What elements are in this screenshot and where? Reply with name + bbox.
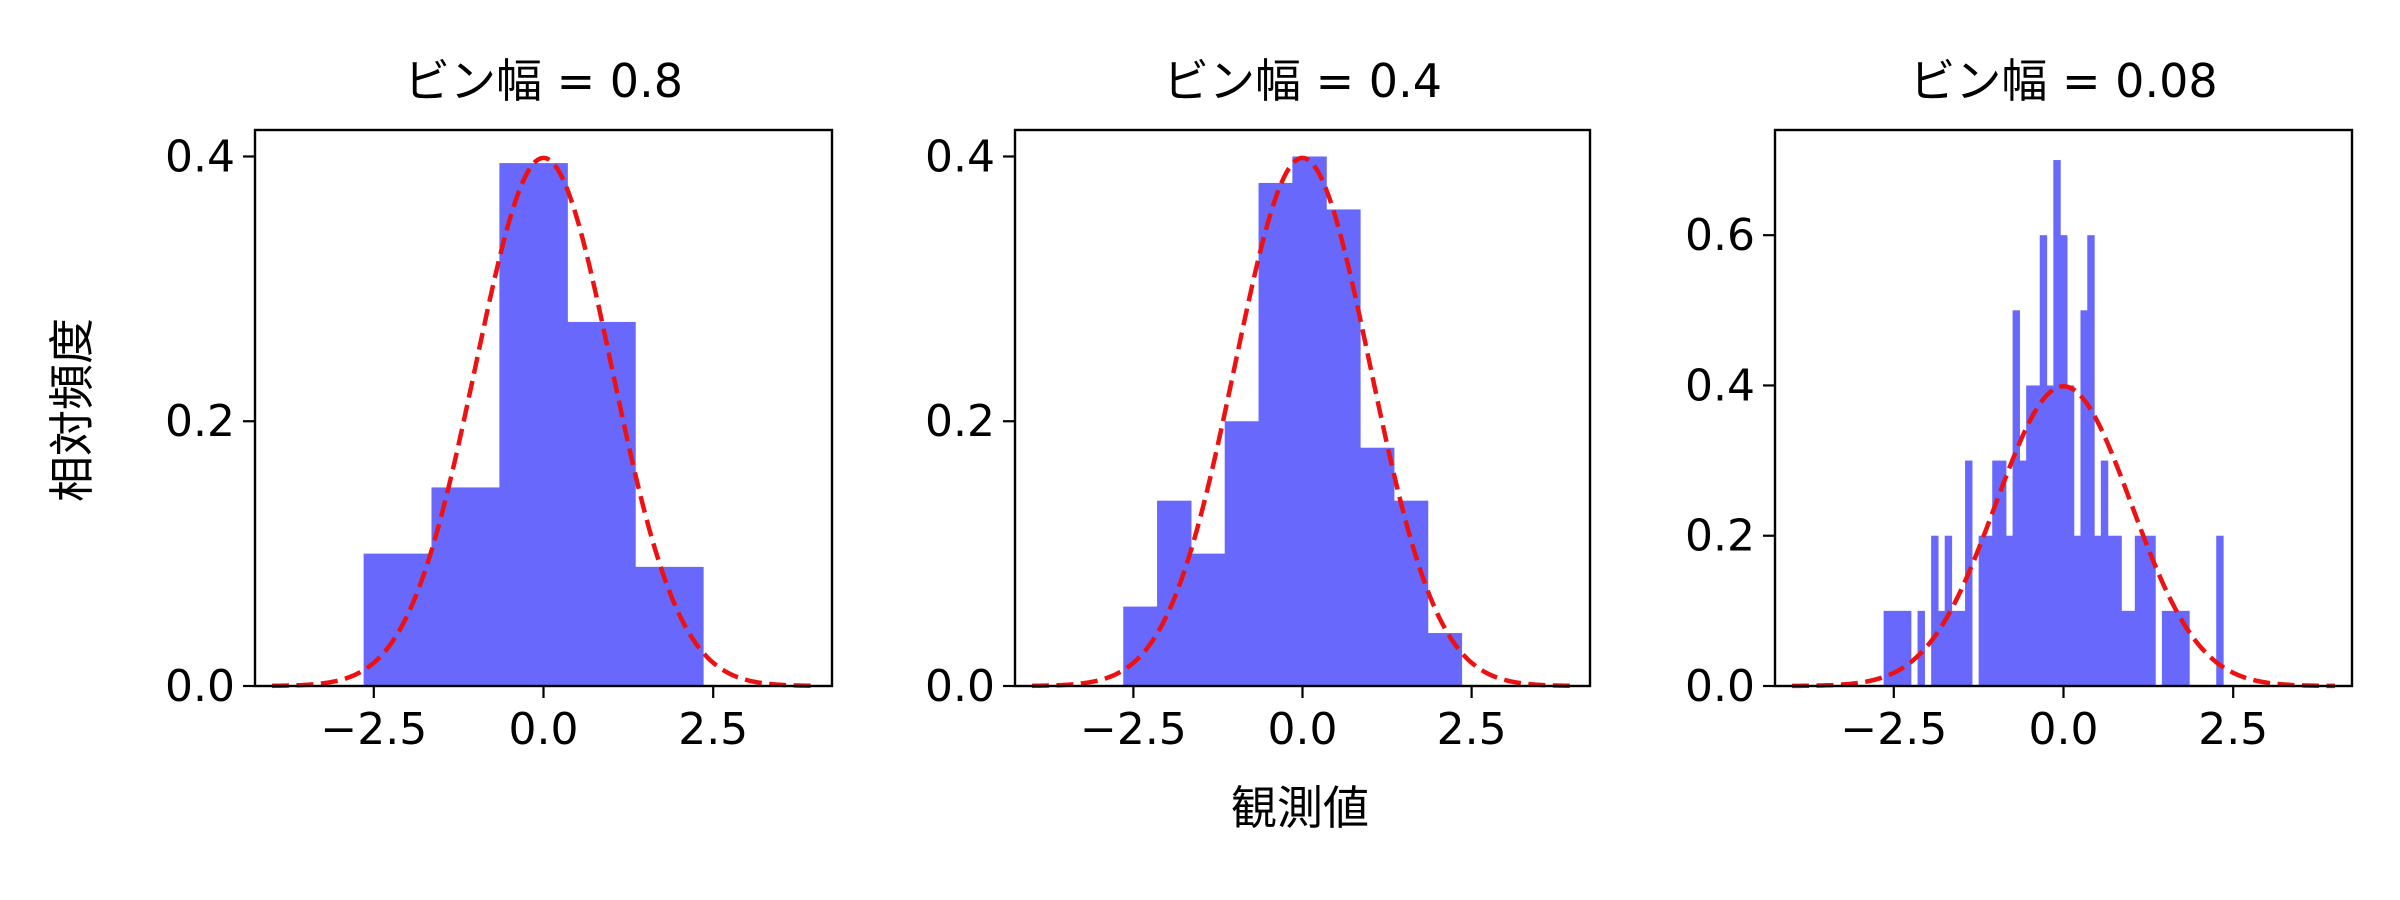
histogram-bar — [1393, 500, 1429, 686]
histogram-bar — [2087, 235, 2095, 686]
y-tick-label: 0.4 — [925, 131, 995, 182]
histogram-bar — [1999, 460, 2007, 686]
histogram-bar — [1360, 447, 1395, 686]
histogram-bar — [1326, 209, 1361, 686]
histogram-bar — [2012, 310, 2020, 686]
histogram-bar — [2114, 535, 2122, 686]
x-tick-label: −2.5 — [1080, 704, 1187, 755]
histogram-bar — [1224, 421, 1260, 686]
x-tick-label: 2.5 — [2198, 704, 2268, 755]
histogram-bar — [2216, 535, 2224, 686]
histogram-bar — [2161, 610, 2170, 686]
chart-panel-2: −2.5 0.0 2.5 0.0 0.2 0.4 ビン幅 = 0.4 — [925, 54, 1592, 755]
histogram-bar — [1292, 156, 1327, 687]
histogram-bar — [2032, 385, 2041, 686]
histogram-bar — [2019, 460, 2027, 686]
histogram-bar — [635, 566, 704, 686]
x-tick-label: 2.5 — [678, 704, 748, 755]
figure-xlabel: 観測値 — [1231, 781, 1369, 835]
histogram-bar — [2080, 310, 2088, 686]
histogram-bar — [1890, 610, 1898, 686]
histogram-bar — [1978, 535, 1987, 686]
y-tick-label: 0.2 — [165, 396, 235, 447]
y-tick-label: 0.0 — [1685, 661, 1755, 712]
histogram-bar — [1258, 182, 1293, 686]
histogram-bar — [2148, 535, 2156, 686]
histogram-bar — [1931, 535, 1939, 686]
histogram-bar — [1123, 606, 1158, 686]
histogram-bar — [2100, 460, 2109, 686]
histogram-bar — [2066, 385, 2075, 686]
x-tick-label: 0.0 — [1268, 704, 1338, 755]
normal-pdf-curve — [271, 155, 816, 689]
x-tick-label: 0.0 — [509, 704, 579, 755]
x-tick-label: −2.5 — [1840, 704, 1947, 755]
histogram-bar — [2053, 160, 2061, 687]
histogram-bar — [2141, 535, 2149, 686]
histogram-bar — [2127, 610, 2136, 686]
chart-title: ビン幅 = 0.08 — [1909, 54, 2217, 108]
histogram-bar — [2039, 235, 2048, 686]
x-tick-label: −2.5 — [320, 704, 427, 755]
histogram-bar — [2005, 535, 2014, 686]
histogram-bar — [1992, 460, 2000, 686]
figure-ylabel: 相対頻度 — [45, 318, 99, 502]
histogram-bar — [1937, 610, 1946, 686]
histogram-bar — [1903, 610, 1912, 686]
y-tick-label: 0.2 — [1685, 511, 1755, 562]
chart-panel-3: −2.5 0.0 2.5 0.0 0.2 0.4 0.6 ビン幅 = 0.08 — [1685, 54, 2354, 755]
histogram-bar — [567, 321, 636, 686]
y-tick-label: 0.0 — [165, 661, 235, 712]
histogram-bar — [2046, 385, 2054, 686]
x-tick-label: 2.5 — [1437, 704, 1507, 755]
histogram-bar — [1897, 610, 1905, 686]
histogram-bar — [2175, 610, 2183, 686]
y-tick-label: 0.4 — [165, 131, 235, 182]
histogram-bars — [363, 163, 704, 687]
histogram-bar — [1883, 610, 1891, 686]
histogram-bar — [2168, 610, 2177, 686]
chart-title: ビン幅 = 0.4 — [1163, 54, 1442, 108]
normal-pdf-curve — [1791, 383, 2336, 689]
histogram-bar — [1951, 610, 1959, 686]
histogram-bar — [1190, 553, 1226, 686]
histogram-bar — [2182, 610, 2190, 686]
histogram-bar — [431, 487, 500, 686]
normal-pdf-curve — [1031, 155, 1574, 689]
chart-title: ビン幅 = 0.8 — [404, 54, 683, 108]
histogram-bar — [1985, 535, 1993, 686]
histogram-bar — [1427, 633, 1463, 686]
histogram-bar — [2060, 235, 2068, 686]
y-tick-label: 0.6 — [1685, 210, 1755, 261]
histogram-bar — [2121, 610, 2129, 686]
histogram-bar — [1917, 610, 1925, 686]
histogram-bar — [2026, 385, 2034, 686]
histogram-bars — [1123, 156, 1463, 687]
histogram-bar — [2073, 535, 2082, 686]
histogram-bar — [2134, 535, 2143, 686]
chart-panel-1: −2.5 0.0 2.5 0.0 0.2 0.4 ビン幅 = 0.8 — [165, 54, 834, 755]
histogram-bar — [1958, 610, 1966, 686]
histogram-bar — [2107, 535, 2116, 686]
y-tick-label: 0.2 — [925, 396, 995, 447]
x-tick-label: 0.0 — [2029, 704, 2099, 755]
y-tick-label: 0.4 — [1685, 360, 1755, 411]
y-tick-label: 0.0 — [925, 661, 995, 712]
histogram-bar — [2094, 535, 2102, 686]
histogram-bar — [499, 163, 568, 687]
